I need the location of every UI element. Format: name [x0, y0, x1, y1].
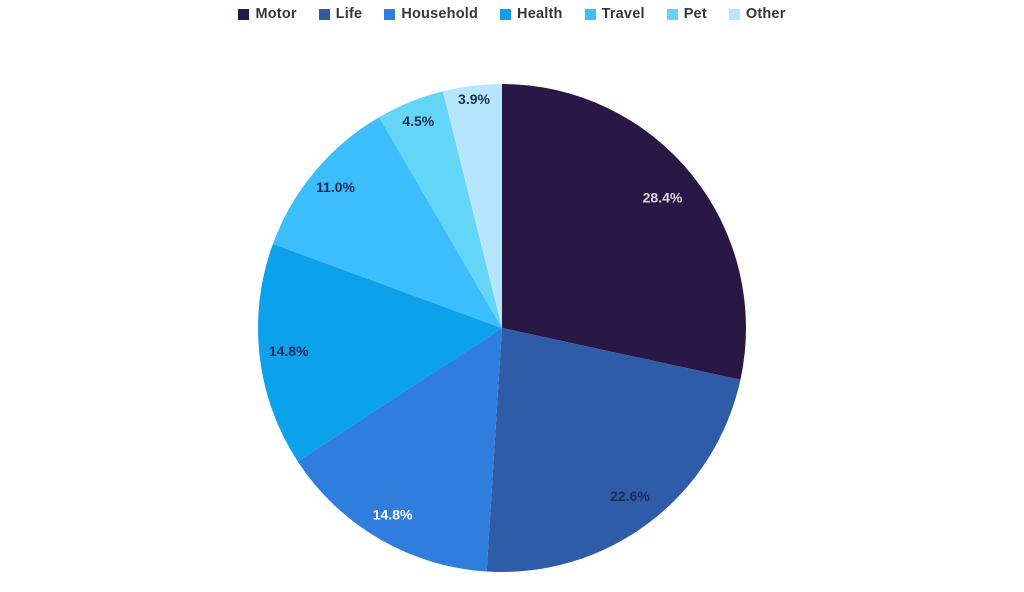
legend-item-travel: Travel: [584, 6, 645, 22]
slice-label-other: 3.9%: [458, 91, 490, 107]
legend-swatch-pet: [666, 8, 678, 20]
legend-item-motor: Motor: [238, 6, 297, 22]
legend-label: Life: [335, 6, 363, 22]
chart-legend: Motor Life Household Health Travel Pet Other: [0, 6, 1024, 22]
legend-label: Motor: [255, 6, 297, 22]
slice-label-travel: 11.0%: [316, 179, 355, 195]
legend-label: Other: [745, 6, 786, 22]
slice-label-motor: 28.4%: [643, 189, 683, 205]
legend-label: Health: [517, 6, 563, 22]
legend-label: Household: [401, 6, 479, 22]
legend-swatch-travel: [584, 8, 596, 20]
slice-label-household: 14.8%: [373, 506, 413, 522]
pie-slice-pet: [379, 91, 502, 328]
legend-item-other: Other: [728, 6, 786, 22]
pie-slice-motor: [502, 84, 746, 380]
legend-swatch-motor: [238, 8, 250, 20]
slice-label-life: 22.6%: [610, 488, 650, 504]
pie-slice-life: [486, 328, 741, 573]
pie-slice-household: [297, 328, 502, 572]
legend-item-household: Household: [384, 6, 478, 22]
pie-slice-health: [258, 243, 502, 462]
legend-swatch-health: [500, 8, 512, 20]
legend-label: Travel: [601, 6, 645, 22]
slice-label-pet: 4.5%: [402, 113, 434, 129]
legend-item-pet: Pet: [666, 6, 707, 22]
legend-swatch-household: [384, 8, 396, 20]
pie-slice-travel: [272, 117, 502, 328]
slice-label-health: 14.8%: [269, 343, 309, 359]
pie-slice-other: [442, 84, 502, 328]
legend-item-life: Life: [318, 6, 363, 22]
legend-swatch-other: [728, 8, 740, 20]
legend-swatch-life: [318, 8, 330, 20]
legend-item-health: Health: [500, 6, 563, 22]
legend-label: Pet: [683, 6, 707, 22]
